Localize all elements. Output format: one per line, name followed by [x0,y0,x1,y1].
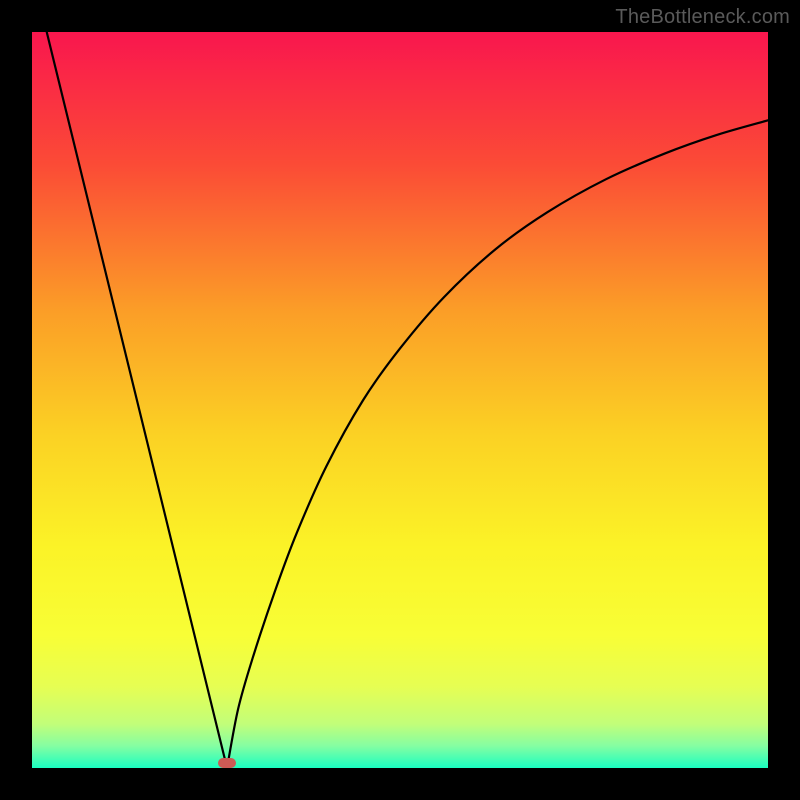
curve-right-branch [227,120,768,768]
curve-left-branch [47,32,227,768]
chart-canvas: TheBottleneck.com [0,0,800,800]
plot-frame [32,32,768,768]
bottleneck-curve [32,32,768,768]
plot-area [32,32,768,768]
watermark-text: TheBottleneck.com [615,6,790,29]
minimum-marker [218,758,236,768]
